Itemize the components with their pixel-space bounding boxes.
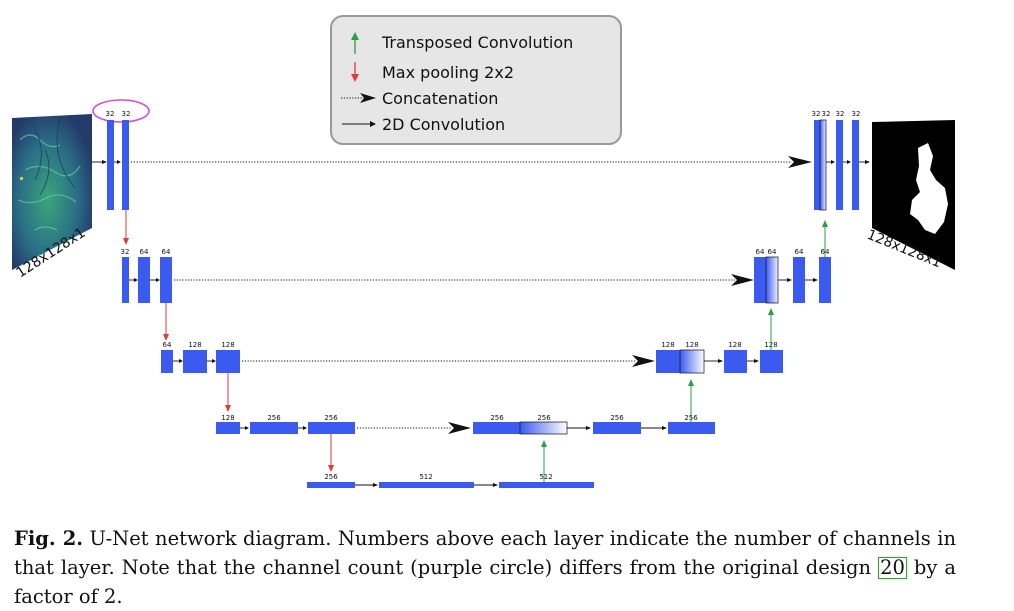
layer-d2-1-label: 64 [756,248,765,256]
layer-d1-2-label: 32 [822,110,831,118]
layer-d3-4 [760,350,783,373]
layer-d1-1-label: 32 [812,110,821,118]
layer-d1-2 [819,119,827,211]
figure-label: Fig. 2. [14,527,84,550]
layer-e4-2-label: 256 [267,414,281,422]
highlight-circle [92,99,150,123]
caption-text: U-Net network diagram. Numbers above eac… [14,527,956,579]
layer-b-1-label: 256 [324,473,338,481]
layer-d4-3 [593,422,641,434]
layer-e3-3 [216,350,240,373]
layer-e3-3-label: 128 [221,341,234,349]
layer-e4-2 [250,422,298,434]
layer-d1-3-label: 32 [836,110,845,118]
unet-diagram: Transposed Convolution Max pooling 2x2 C… [12,15,955,488]
layer-e4-1 [216,422,240,434]
layer-d4-4 [668,422,715,434]
conv-arrow-icon [342,121,376,127]
layer-e2-2 [138,257,150,303]
layer-d1-4-label: 32 [852,110,861,118]
legend: Transposed Convolution Max pooling 2x2 C… [330,15,622,145]
concat-arrow-icon [341,93,376,103]
legend-box [330,15,622,145]
citation-link[interactable]: 20 [878,556,907,579]
layer-e1-1-label: 32 [106,110,115,118]
layer-e3-2 [183,350,207,373]
layer-e1-1 [107,120,114,210]
layer-e2-1 [122,257,129,303]
layer-b-2 [379,482,474,488]
layer-d3-2-label: 128 [685,341,698,349]
layer-d2-4 [819,257,831,303]
transposed-arrow-icon [351,32,359,54]
legend-transposed-label: Transposed Convolution [381,33,573,52]
legend-conv-label: 2D Convolution [382,115,505,134]
caption-text-end: by a factor of 2. [14,556,957,608]
layer-d3-1-label: 128 [661,341,674,349]
legend-concat-label: Concatenation [382,89,498,108]
layer-e3-1 [161,350,173,373]
figure-caption: Fig. 2. U-Net network diagram. Numbers a… [14,524,956,611]
layer-d4-1 [473,422,520,434]
layer-e2-2-label: 64 [140,248,149,256]
output-mask [872,120,955,270]
layer-d2-3-label: 64 [795,248,804,256]
layer-b-3 [499,482,594,488]
layer-b-1 [307,482,355,488]
maxpool-arrow-icon [351,62,359,82]
layer-d1-4 [852,120,859,210]
layer-e2-1-label: 32 [121,248,130,256]
layer-e3-1-label: 64 [163,341,172,349]
layer-d4-3-label: 256 [610,414,624,422]
layer-e1-2 [122,120,129,210]
layer-d3-3 [724,350,747,373]
input-image [12,114,92,270]
layer-b-2-label: 512 [419,473,432,481]
layer-d2-2 [765,256,779,304]
layer-d2-3 [793,257,805,303]
layer-d4-2 [519,421,568,435]
layer-e4-1-label: 128 [221,414,234,422]
layer-e2-3-label: 64 [162,248,171,256]
layer-d1-1 [814,120,820,210]
layer-d4-2-label: 256 [537,414,551,422]
legend-maxpool-label: Max pooling 2x2 [382,63,514,82]
layer-d4-1-label: 256 [490,414,504,422]
layer-b-3-label: 512 [539,473,552,481]
layer-e3-2-label: 128 [188,341,201,349]
layer-d3-3-label: 128 [728,341,741,349]
layer-e2-3 [160,257,172,303]
layer-e4-3 [308,422,355,434]
layer-d2-1 [754,257,766,303]
layer-d3-1 [656,350,680,373]
layer-e1-2-label: 32 [122,110,131,118]
layer-d3-2 [679,349,705,374]
layer-d2-2-label: 64 [768,248,777,256]
layer-e4-3-label: 256 [324,414,338,422]
layer-d1-3 [836,120,843,210]
